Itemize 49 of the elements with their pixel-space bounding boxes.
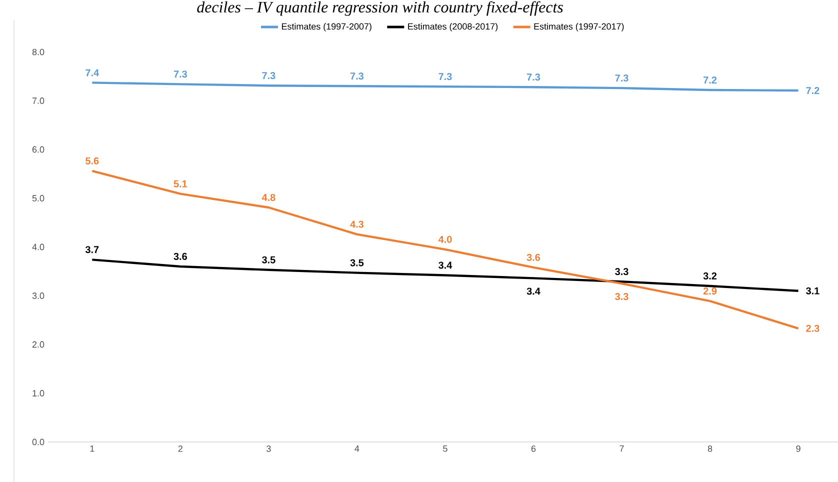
data-label: 3.5 [350, 259, 364, 266]
x-tick-label: 2 [178, 446, 182, 452]
data-label: 7.2 [704, 76, 717, 84]
x-tick-label: 9 [796, 446, 800, 452]
data-label: 3.6 [526, 254, 540, 261]
data-label: 2.3 [806, 324, 820, 332]
data-label: 7.3 [526, 74, 540, 81]
x-tick-label: 1 [90, 446, 94, 452]
data-label: 3.5 [262, 256, 276, 264]
data-label: 7.2 [806, 87, 820, 94]
y-tick-label: 6.0 [32, 146, 44, 153]
data-label: 3.1 [806, 287, 820, 294]
data-label: 4.8 [262, 194, 276, 201]
y-tick-label: 5.0 [32, 195, 44, 202]
data-label: 3.7 [85, 246, 99, 254]
x-tick-label: 3 [266, 446, 271, 452]
data-label: 5.1 [174, 180, 188, 188]
data-label: 7.3 [438, 73, 452, 80]
data-label: 3.6 [174, 252, 187, 260]
y-tick-label: 1.0 [32, 390, 44, 396]
y-tick-label: 8.0 [32, 48, 44, 56]
data-label: 7.3 [615, 74, 628, 82]
x-tick-label: 5 [443, 446, 448, 452]
data-label: 4.0 [438, 236, 452, 243]
data-label: 7.3 [174, 70, 187, 78]
y-tick-label: 0.0 [32, 438, 44, 446]
x-tick-label: 8 [708, 446, 712, 452]
y-tick-label: 3.0 [32, 292, 44, 299]
y-tick-label: 4.0 [32, 244, 44, 250]
legend-label: Estimates (1997-2017) [534, 23, 624, 32]
y-tick-label: 7.0 [32, 98, 44, 104]
data-label: 3.2 [703, 272, 717, 280]
data-label: 3.4 [438, 262, 452, 269]
legend-label: Estimates (1997-2007) [282, 23, 372, 32]
data-label: 3.4 [526, 288, 540, 295]
x-tick-label: 7 [620, 446, 624, 452]
data-label: 2.9 [703, 288, 717, 295]
legend-label: Estimates (2008-2017) [408, 23, 498, 32]
data-label: 7.4 [86, 69, 100, 76]
y-tick-label: 2.0 [32, 341, 44, 348]
data-label: 3.3 [615, 293, 628, 300]
data-label: 7.3 [262, 72, 276, 80]
data-label: 3.3 [615, 268, 628, 276]
data-label: 7.3 [350, 72, 364, 80]
data-label: 4.3 [350, 220, 364, 228]
chart-title: deciles – IV quantile regression with country fixed-effects [197, 1, 563, 16]
x-tick-label: 6 [531, 446, 536, 452]
data-label: 5.6 [86, 157, 99, 164]
x-tick-label: 4 [354, 446, 360, 452]
